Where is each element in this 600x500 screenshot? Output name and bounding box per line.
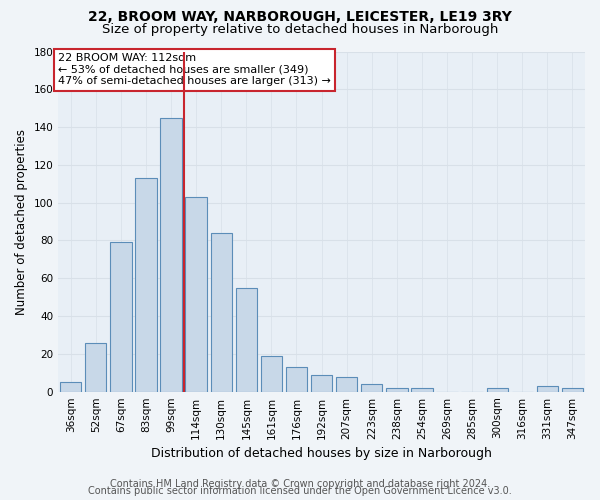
Bar bbox=[311, 374, 332, 392]
Bar bbox=[562, 388, 583, 392]
Bar bbox=[336, 376, 358, 392]
X-axis label: Distribution of detached houses by size in Narborough: Distribution of detached houses by size … bbox=[151, 447, 492, 460]
Text: 22, BROOM WAY, NARBOROUGH, LEICESTER, LE19 3RY: 22, BROOM WAY, NARBOROUGH, LEICESTER, LE… bbox=[88, 10, 512, 24]
Text: Contains HM Land Registry data © Crown copyright and database right 2024.: Contains HM Land Registry data © Crown c… bbox=[110, 479, 490, 489]
Bar bbox=[211, 233, 232, 392]
Bar bbox=[136, 178, 157, 392]
Bar bbox=[110, 242, 131, 392]
Text: Size of property relative to detached houses in Narborough: Size of property relative to detached ho… bbox=[102, 22, 498, 36]
Bar bbox=[386, 388, 407, 392]
Bar bbox=[236, 288, 257, 392]
Bar bbox=[286, 367, 307, 392]
Bar bbox=[85, 342, 106, 392]
Bar bbox=[60, 382, 82, 392]
Bar bbox=[487, 388, 508, 392]
Bar bbox=[537, 386, 558, 392]
Bar bbox=[411, 388, 433, 392]
Text: Contains public sector information licensed under the Open Government Licence v3: Contains public sector information licen… bbox=[88, 486, 512, 496]
Bar bbox=[361, 384, 382, 392]
Text: 22 BROOM WAY: 112sqm
← 53% of detached houses are smaller (349)
47% of semi-deta: 22 BROOM WAY: 112sqm ← 53% of detached h… bbox=[58, 53, 331, 86]
Bar bbox=[160, 118, 182, 392]
Bar bbox=[261, 356, 282, 392]
Y-axis label: Number of detached properties: Number of detached properties bbox=[15, 128, 28, 314]
Bar bbox=[185, 197, 207, 392]
